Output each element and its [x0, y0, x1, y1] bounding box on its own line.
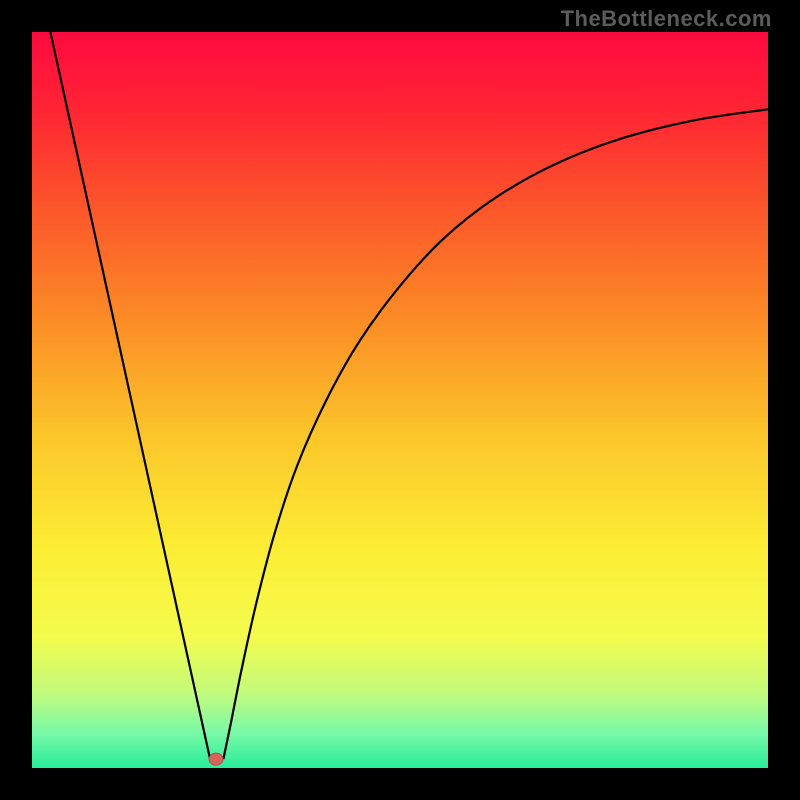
- plot-svg: [32, 32, 768, 768]
- minimum-marker: [209, 753, 223, 765]
- plot-area: [32, 32, 768, 768]
- watermark-text: TheBottleneck.com: [561, 6, 772, 32]
- chart-wrapper: TheBottleneck.com: [0, 0, 800, 800]
- gradient-background: [32, 32, 768, 768]
